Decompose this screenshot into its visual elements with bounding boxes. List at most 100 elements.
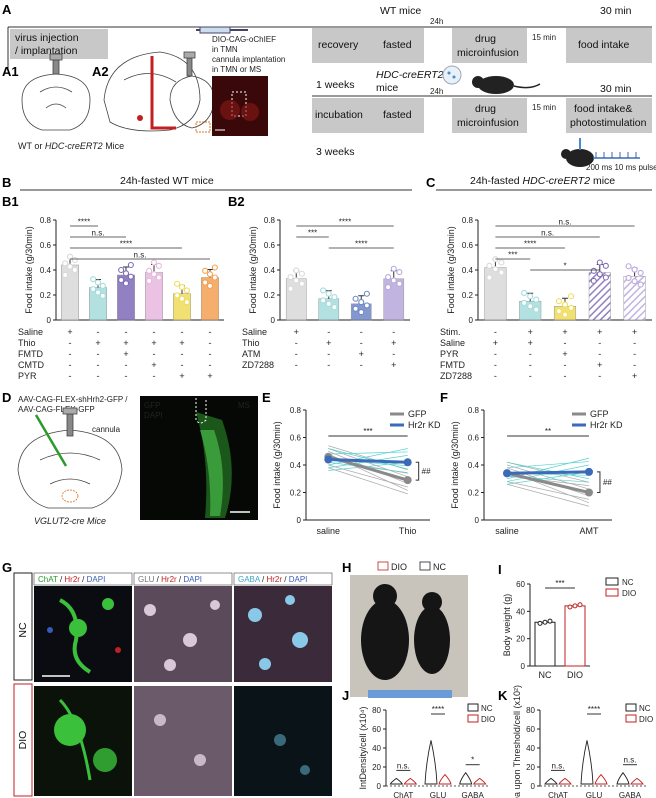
data-point bbox=[90, 276, 97, 283]
condition-sign: + bbox=[391, 360, 396, 370]
y-tick-label: 0.4 bbox=[290, 461, 302, 470]
data-point bbox=[71, 266, 78, 274]
x-tick-label: GLU bbox=[430, 791, 447, 798]
row-dio: DIO bbox=[17, 731, 29, 750]
data-point bbox=[567, 293, 575, 300]
micrograph-a2 bbox=[212, 76, 268, 136]
condition-label: PYR bbox=[440, 349, 459, 359]
data-point bbox=[62, 271, 69, 279]
violin bbox=[594, 773, 608, 785]
condition-sign: + bbox=[359, 349, 364, 359]
condition-sign: - bbox=[153, 371, 156, 381]
subject-line bbox=[506, 481, 590, 500]
mice-label: WT or HDC-creERT2 Mice bbox=[18, 141, 124, 151]
condition-label: Saline bbox=[440, 338, 465, 348]
brain-section-a2 bbox=[103, 51, 215, 132]
condition-sign: + bbox=[95, 338, 100, 348]
panel-b-title: 24h-fasted WT mice bbox=[120, 175, 214, 187]
violin bbox=[459, 771, 473, 785]
condition-sign: - bbox=[181, 327, 184, 337]
condition-sign: + bbox=[326, 338, 331, 348]
x-tick-label: ChAT bbox=[548, 791, 568, 798]
legend-label: DIO bbox=[481, 715, 495, 724]
condition-sign: + bbox=[528, 338, 533, 348]
data-point bbox=[211, 274, 218, 281]
data-point bbox=[577, 602, 583, 608]
y-tick-label: 0.8 bbox=[468, 406, 480, 415]
legend-label: Hr2r KD bbox=[590, 420, 623, 430]
y-tick-label: 0.2 bbox=[462, 291, 474, 300]
y-axis-title: Food intake (g/30min) bbox=[24, 226, 34, 314]
condition-sign: - bbox=[360, 327, 363, 337]
data-point bbox=[94, 279, 102, 286]
box-drug-1b: microinfusion bbox=[457, 47, 519, 59]
data-point bbox=[631, 278, 638, 285]
data-point bbox=[555, 308, 563, 315]
data-point bbox=[211, 264, 218, 271]
g-header-1: ChAT / Hr2r / DAPI bbox=[38, 575, 105, 584]
condition-sign: - bbox=[392, 327, 395, 337]
series-point bbox=[584, 467, 593, 476]
pulse-label: 200 ms 10 ms pulse bbox=[586, 163, 656, 172]
panel-letter-h: H bbox=[342, 560, 351, 575]
y-tick-label: 0.2 bbox=[40, 291, 52, 300]
chart-k: K 0 20 40 60 80 Area upon Threshold/cell (x10²… bbox=[498, 685, 653, 798]
series-point bbox=[403, 476, 412, 485]
violin bbox=[580, 740, 594, 785]
sig-label: ## bbox=[603, 478, 612, 487]
data-point bbox=[66, 263, 74, 270]
data-point bbox=[498, 259, 505, 266]
legend-swatch bbox=[625, 703, 637, 712]
data-point bbox=[352, 305, 359, 312]
condition-sign: + bbox=[597, 327, 602, 337]
series-point bbox=[403, 458, 412, 467]
legend-swatch bbox=[605, 588, 619, 597]
data-point bbox=[602, 262, 609, 269]
h-dio: DIO bbox=[391, 562, 407, 572]
panel-c-title: 24h-fasted HDC-creERT2 mice bbox=[470, 175, 615, 187]
chart-j: J 0 20 40 60 80 IntDensity/cell (x10⁴) ChAT n.s.… bbox=[342, 688, 495, 798]
data-point bbox=[637, 281, 644, 288]
series-point bbox=[503, 469, 512, 478]
y-tick-label: 0.8 bbox=[462, 216, 474, 225]
condition-sign: - bbox=[69, 338, 72, 348]
data-point bbox=[174, 292, 181, 299]
legend-swatch bbox=[467, 714, 479, 723]
sig-label: n.s. bbox=[559, 218, 572, 227]
data-point bbox=[287, 285, 294, 292]
data-point bbox=[298, 270, 305, 277]
y-tick-label: 0.6 bbox=[462, 241, 474, 250]
mouse-icon bbox=[442, 65, 541, 94]
time-24h-2: 24h bbox=[430, 87, 443, 96]
data-point bbox=[202, 279, 209, 286]
panel-a-timeline: virus injection / implantation recovery … bbox=[2, 5, 656, 172]
chart-f: 0 0.2 0.4 0.6 0.8 Food intake (g/30min) saline… bbox=[450, 406, 623, 536]
data-point bbox=[537, 620, 543, 626]
panel-letter-d: D bbox=[2, 390, 11, 405]
data-point bbox=[567, 604, 573, 610]
subject-line bbox=[328, 461, 408, 471]
panel-letter-i: I bbox=[498, 562, 502, 577]
virus-d1: AAV-CAG-FLEX-shHrh2-GFP / bbox=[18, 395, 128, 404]
data-point bbox=[547, 618, 553, 624]
data-point bbox=[127, 273, 134, 280]
violin bbox=[438, 773, 452, 785]
y-axis-title: IntDensity/cell (x10⁴) bbox=[358, 707, 368, 790]
data-point bbox=[94, 289, 102, 296]
box-food-2a: food intake& bbox=[574, 103, 632, 115]
y-tick-label: 0.4 bbox=[462, 266, 474, 275]
violin bbox=[424, 740, 438, 785]
condition-sign: - bbox=[209, 349, 212, 359]
y-axis-title: Food intake (g/30min) bbox=[248, 226, 258, 314]
h-nc: NC bbox=[433, 562, 446, 572]
sig-label: n.s. bbox=[92, 229, 105, 238]
data-point bbox=[492, 266, 499, 273]
label-ms: MS bbox=[238, 401, 250, 410]
data-point bbox=[385, 284, 392, 291]
violin bbox=[544, 777, 558, 785]
box-incubation: incubation bbox=[315, 109, 363, 121]
subject-line bbox=[506, 464, 590, 490]
y-tick-label: 0.6 bbox=[468, 434, 480, 443]
y-tick-label: 0.8 bbox=[290, 406, 302, 415]
